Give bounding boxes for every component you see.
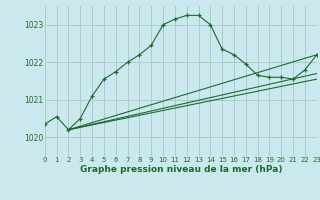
X-axis label: Graphe pression niveau de la mer (hPa): Graphe pression niveau de la mer (hPa)	[80, 165, 282, 174]
